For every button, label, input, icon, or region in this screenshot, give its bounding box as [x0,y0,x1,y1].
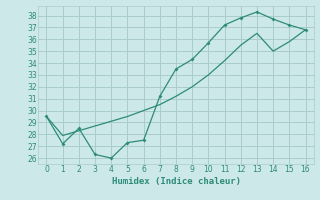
X-axis label: Humidex (Indice chaleur): Humidex (Indice chaleur) [111,177,241,186]
